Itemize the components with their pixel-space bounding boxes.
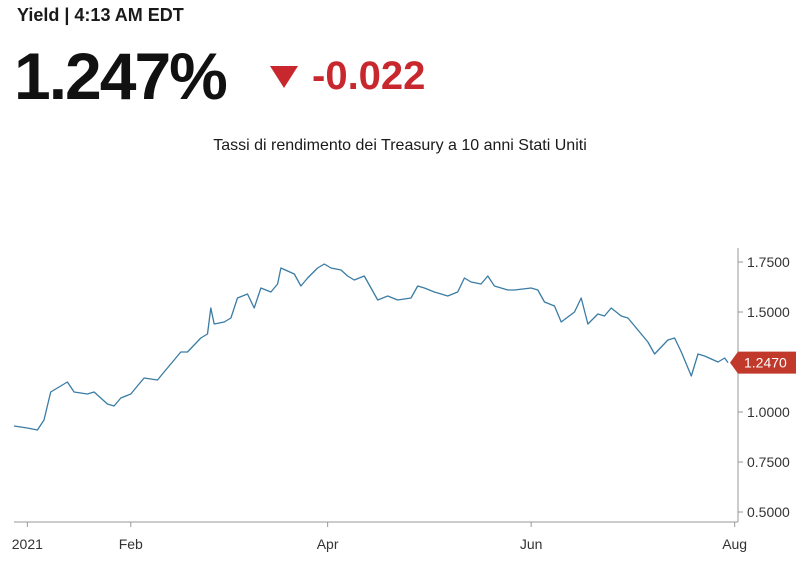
change-value: -0.022 xyxy=(312,54,426,98)
last-value-badge-shape xyxy=(730,351,796,374)
header-label: Yield xyxy=(17,5,60,25)
series-line xyxy=(13,263,729,431)
change-group: -0.022 xyxy=(270,54,425,98)
chart-ticks: 1.75001.50001.25001.00000.75000.50002021… xyxy=(12,254,790,552)
down-arrow-icon xyxy=(270,66,298,88)
y-tick-label: 0.7500 xyxy=(747,454,790,470)
y-tick-label: 1.7500 xyxy=(747,254,790,270)
yield-price: 1.247% xyxy=(14,39,228,113)
x-tick-label: 2021 xyxy=(12,536,43,552)
x-tick-label: Apr xyxy=(317,536,339,552)
chart-series xyxy=(13,263,729,431)
last-value-badge: 1.2470 xyxy=(730,351,796,374)
chart-title: Tassi di rendimento dei Treasury a 10 an… xyxy=(213,137,587,154)
header-time: 4:13 AM EDT xyxy=(74,5,184,25)
header-separator: | xyxy=(64,5,75,25)
last-value-label: 1.2470 xyxy=(744,355,787,371)
x-tick-label: Jun xyxy=(520,536,543,552)
x-tick-label: Aug xyxy=(722,536,747,552)
x-tick-label: Feb xyxy=(119,536,143,552)
y-tick-label: 0.5000 xyxy=(747,504,790,520)
y-tick-label: 1.5000 xyxy=(747,304,790,320)
header-line: Yield | 4:13 AM EDT xyxy=(17,5,184,26)
y-tick-label: 1.0000 xyxy=(747,404,790,420)
chart-axes xyxy=(14,248,739,523)
